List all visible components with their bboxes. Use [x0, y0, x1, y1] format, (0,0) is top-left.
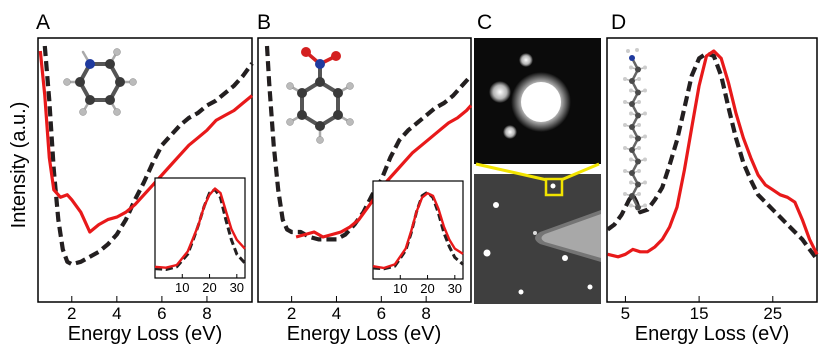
- panel-letter-b: B: [257, 11, 271, 34]
- panel-a-ticks: 2 4 6 8: [67, 296, 212, 323]
- panel-a-inset-curves: [154, 187, 247, 271]
- panel-b: 2 4 6 8 Energy Loss (eV) 10 20 30: [257, 37, 473, 345]
- panel-d: 5 15 25 Energy Loss (eV): [606, 37, 819, 345]
- panel-d-curves: [606, 49, 819, 261]
- panel-c: [474, 38, 601, 304]
- nitrobenzene-molecule-icon: [286, 47, 354, 144]
- panel-a-x-tick-label: 8: [202, 304, 211, 323]
- panel-b-inset-frame: [372, 180, 464, 280]
- panel-a-x-tick-label: 2: [67, 304, 76, 323]
- panel-letter-c: C: [477, 11, 492, 34]
- panel-b-ticks: 2 4 6 8: [287, 296, 431, 323]
- panel-b-x-tick-label: 6: [377, 304, 386, 323]
- diffraction-pattern-image: [474, 174, 601, 304]
- panel-d-x-tick-label: 25: [763, 304, 782, 323]
- panel-b-x-tick-label: 2: [287, 304, 296, 323]
- panel-a-x-tick-label: 6: [157, 304, 166, 323]
- panel-b-inset-x-tick-label: 20: [420, 281, 434, 296]
- panel-b-x-tick-label: 8: [421, 304, 430, 323]
- panel-a: 2 4 6 8 Energy Loss (eV) 10 20 30: [37, 37, 254, 345]
- panel-b-inset-x-tick-label: 30: [448, 281, 462, 296]
- pyridine-molecule-icon: [63, 48, 137, 116]
- series-line-red: [38, 50, 254, 234]
- panel-b-inset-x-tick-label: 10: [393, 281, 407, 296]
- series-line-red: [372, 192, 464, 270]
- zoom-region-box: [544, 177, 564, 197]
- panel-a-inset-x-tick-label: 10: [175, 280, 189, 295]
- panel-d-ticks: 5 15 25: [621, 296, 782, 323]
- series-line-black: [154, 187, 247, 271]
- panel-a-frame: [37, 37, 253, 303]
- panel-b-inset-curves: [372, 190, 464, 271]
- panel-b-frame: [257, 37, 472, 303]
- series-line-red: [154, 187, 246, 269]
- panel-d-frame: [606, 37, 818, 303]
- series-line-black: [42, 45, 254, 267]
- panel-a-inset-x-tick-label: 20: [202, 280, 216, 295]
- diffraction-zoom-image: [474, 38, 601, 164]
- zoom-callout-lines: [475, 162, 600, 197]
- panel-a-inset-ticks: 10 20 30: [175, 274, 244, 295]
- series-line-red: [607, 49, 819, 259]
- panel-a-curves: [38, 45, 254, 267]
- panel-letter-a: A: [36, 11, 50, 34]
- panel-b-xlabel: Energy Loss (eV): [287, 323, 442, 345]
- panel-d-x-tick-label: 5: [621, 304, 630, 323]
- series-line-black: [606, 51, 819, 261]
- panel-a-x-tick-label: 4: [112, 304, 121, 323]
- panel-b-inset-ticks: 10 20 30: [393, 275, 462, 296]
- panel-d-x-tick-label: 15: [690, 304, 709, 323]
- panel-b-x-tick-label: 4: [332, 304, 341, 323]
- y-axis-label: Intensity (a.u.): [8, 102, 30, 229]
- panel-letter-d: D: [611, 11, 626, 34]
- panel-a-inset-x-tick-label: 30: [230, 280, 244, 295]
- panel-a-xlabel: Energy Loss (eV): [68, 323, 223, 345]
- panel-d-xlabel: Energy Loss (eV): [635, 323, 790, 345]
- alkylamine-chain-icon: [623, 48, 647, 211]
